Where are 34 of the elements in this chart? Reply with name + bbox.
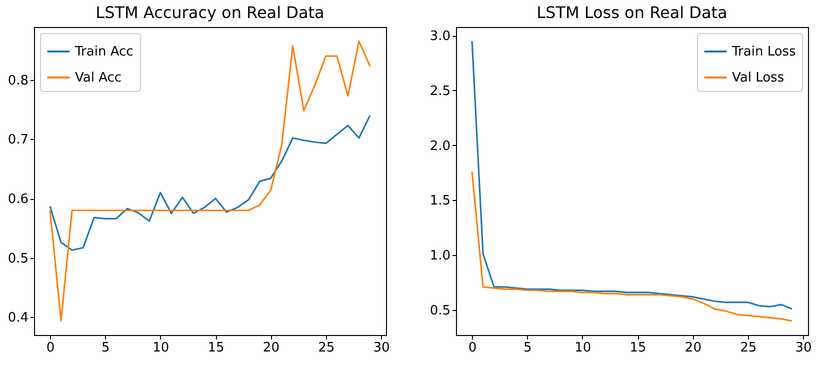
y-tick-label: 0.7 [8, 132, 28, 148]
x-tick-label: 25 [740, 340, 757, 356]
chart-title: LSTM Loss on Real Data [536, 3, 728, 22]
chart-title: LSTM Accuracy on Real Data [96, 3, 324, 22]
x-tick-label: 15 [630, 340, 646, 356]
y-tick-label: 1.0 [430, 248, 450, 264]
x-tick-label: 5 [524, 340, 532, 356]
x-tick-label: 0 [46, 340, 55, 356]
x-tick-label: 5 [102, 340, 110, 356]
y-tick-label: 2.5 [430, 84, 450, 99]
legend-label: Val Loss [732, 70, 784, 86]
x-tick-label: 30 [373, 340, 390, 356]
line-series [49, 40, 371, 322]
y-tick-label: 3.0 [430, 29, 450, 44]
x-tick-label: 20 [684, 340, 702, 356]
x-tick-label: 25 [318, 340, 335, 356]
x-tick-label: 0 [468, 340, 477, 356]
x-tick-label: 15 [208, 340, 224, 356]
y-tick-label: 0.5 [8, 251, 28, 266]
legend-label: Val Acc [75, 70, 122, 86]
y-tick-label: 2.0 [430, 138, 450, 154]
y-tick-label: 0.6 [8, 192, 28, 208]
x-tick-label: 10 [152, 340, 170, 356]
x-tick-label: 10 [574, 340, 592, 356]
line-series [49, 114, 371, 251]
y-tick-label: 0.5 [430, 304, 450, 319]
x-tick-label: 20 [262, 340, 280, 356]
y-tick-label: 0.4 [8, 310, 28, 326]
line-series [471, 170, 793, 322]
legend-label: Train Loss [731, 44, 796, 60]
y-tick-label: 1.5 [430, 194, 450, 209]
x-tick-label: 30 [795, 340, 812, 356]
legend-label: Train Acc [74, 44, 134, 60]
y-tick-label: 0.8 [8, 73, 28, 88]
